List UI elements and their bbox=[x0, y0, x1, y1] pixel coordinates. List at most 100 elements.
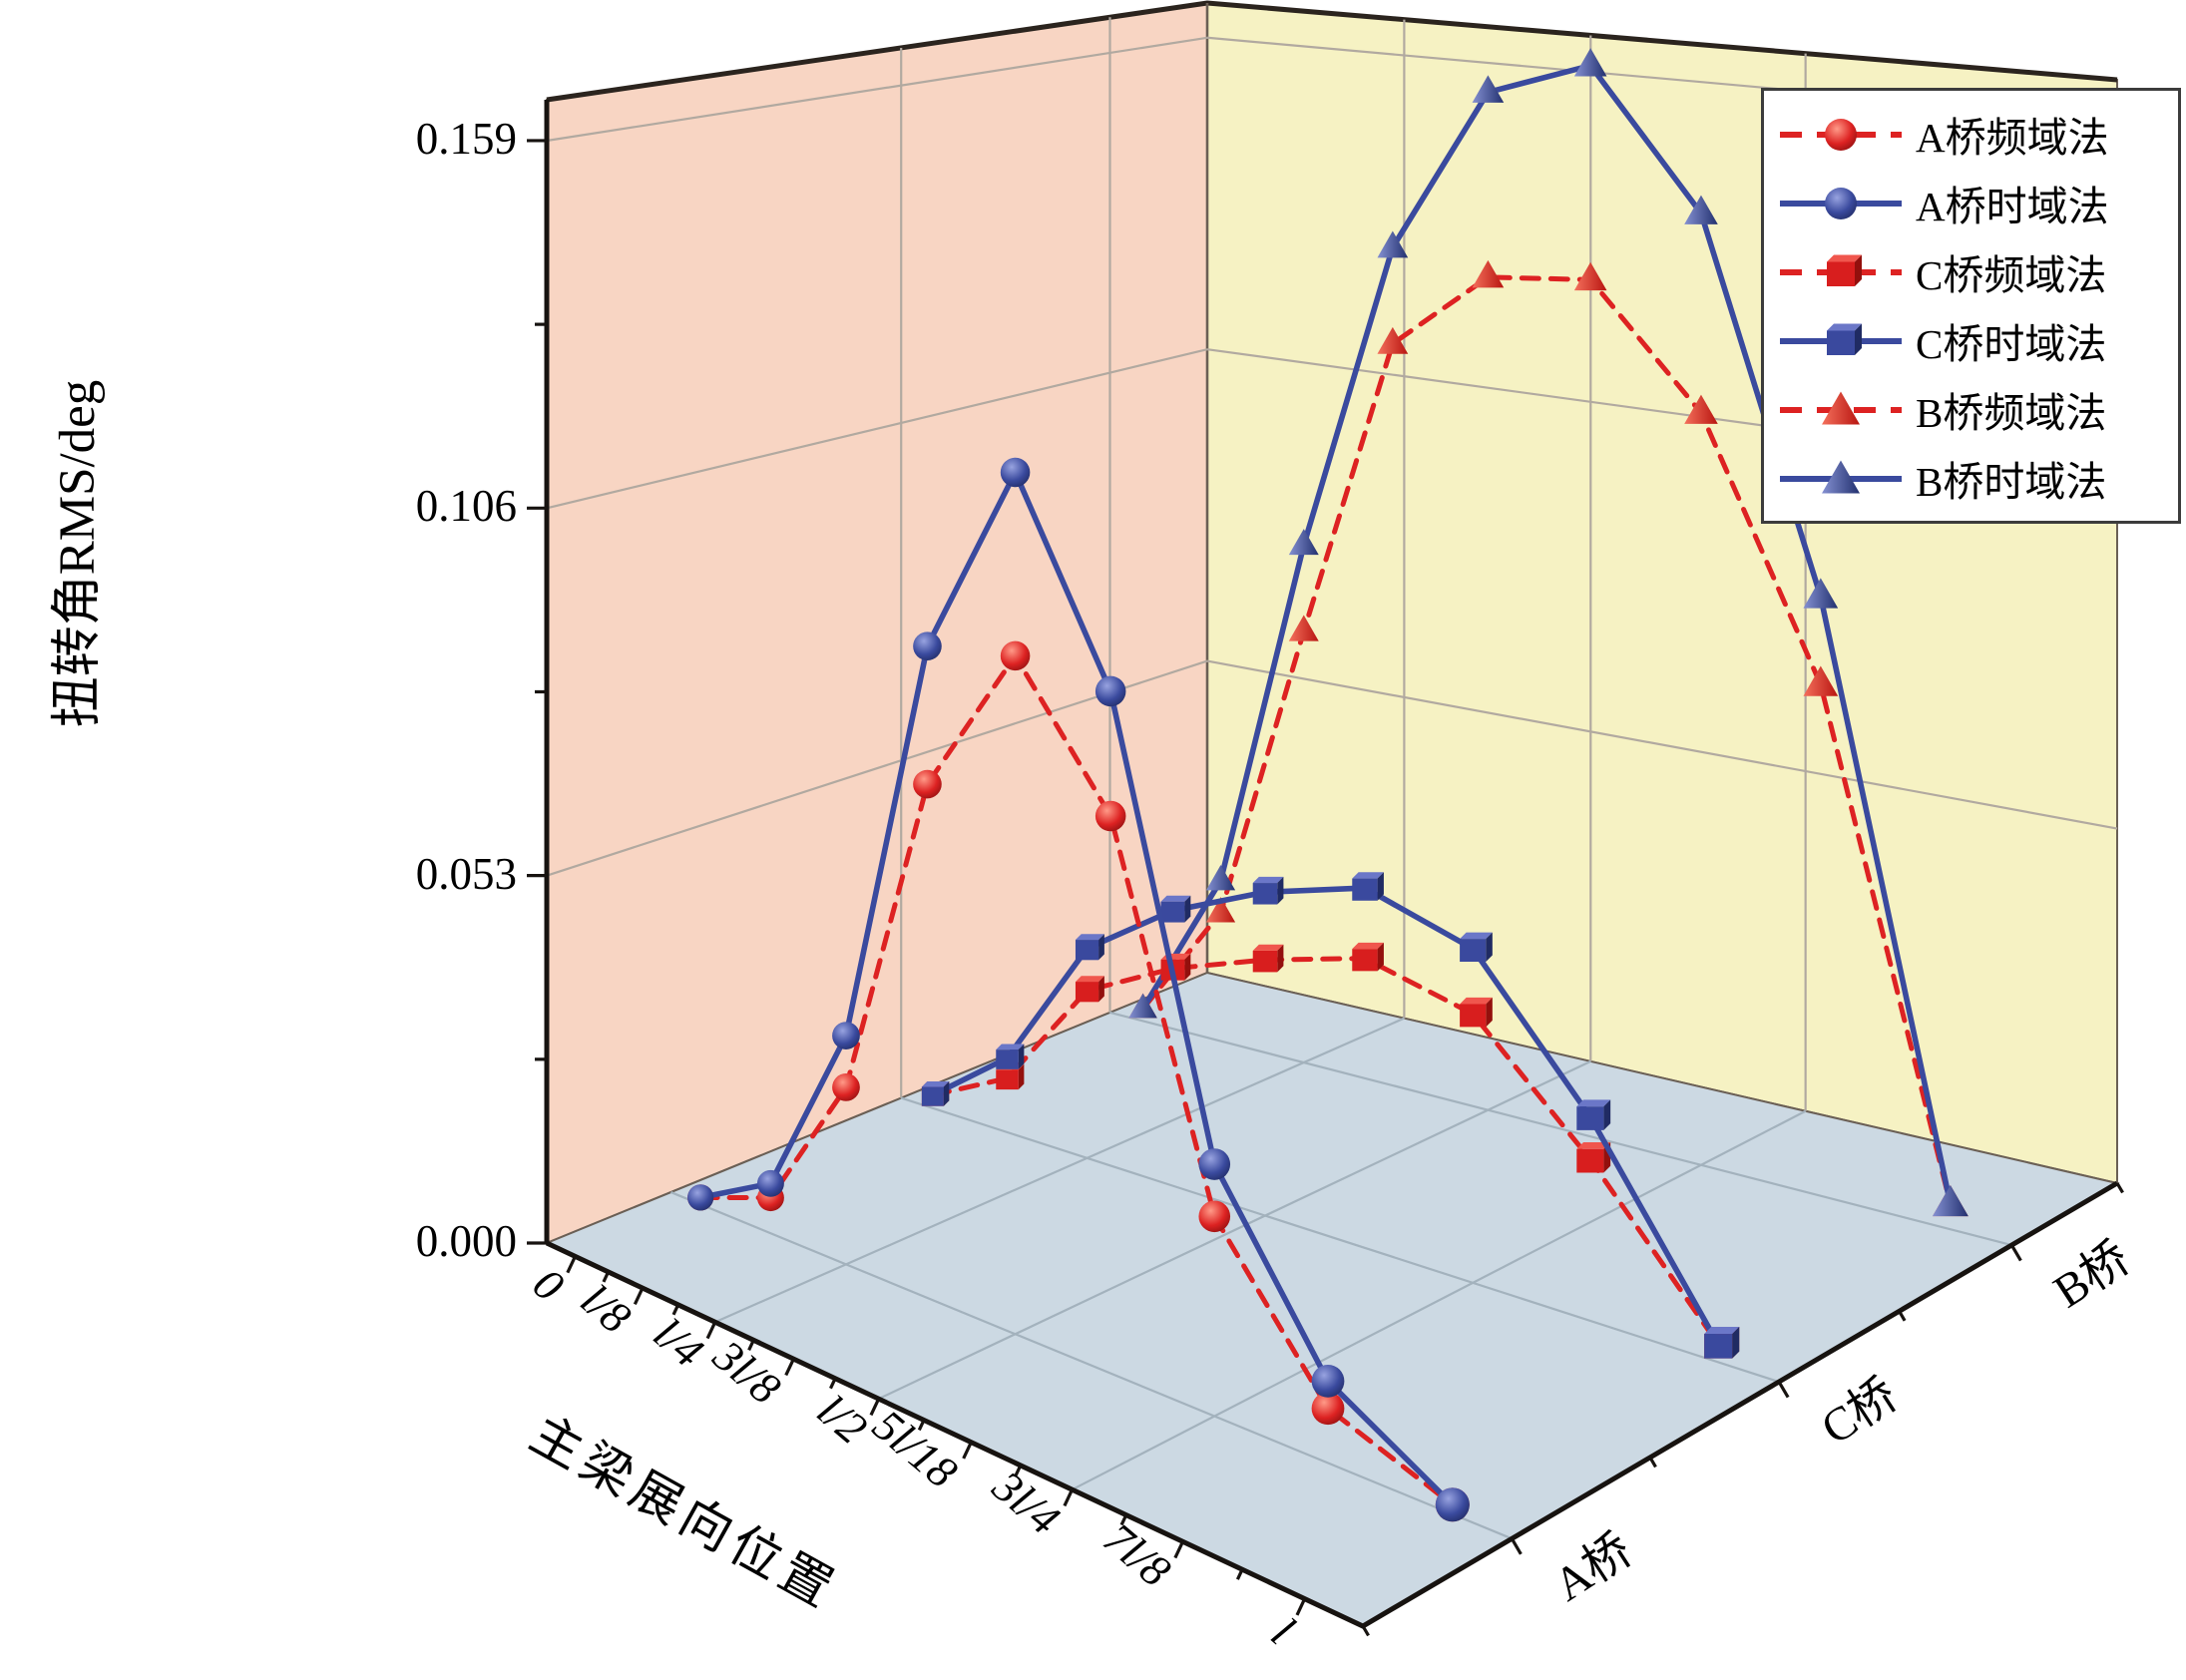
marker-cone-blue bbox=[1128, 993, 1157, 1019]
marker-cone-red bbox=[1472, 259, 1505, 288]
marker-cube-blue bbox=[1075, 940, 1099, 961]
marker-sphere-blue bbox=[1311, 1365, 1345, 1398]
marker-cube-blue bbox=[1576, 1106, 1604, 1130]
marker-cone-red bbox=[1205, 897, 1236, 923]
z-minor-tick bbox=[1898, 1310, 1907, 1322]
marker-sphere-blue bbox=[913, 631, 942, 661]
marker-sphere-red bbox=[832, 1073, 860, 1101]
marker-cube-side bbox=[1018, 1044, 1025, 1069]
legend-sample-sphere-red bbox=[1780, 118, 1902, 151]
marker-cube-top bbox=[1576, 1142, 1611, 1149]
marker-cube-side bbox=[1732, 1327, 1740, 1359]
marker-cube-side bbox=[1855, 323, 1862, 356]
marker-cube-side bbox=[1098, 976, 1104, 1003]
legend-sample-cube-blue bbox=[1780, 323, 1902, 356]
y-tick-label: 0.106 bbox=[415, 481, 517, 532]
marker-sphere-blue bbox=[1094, 675, 1126, 707]
marker-sphere-red bbox=[1094, 800, 1126, 832]
marker-sphere-red bbox=[1000, 640, 1031, 671]
marker-cube-top bbox=[921, 1081, 950, 1087]
x-minor-tick bbox=[1235, 1568, 1244, 1580]
x-minor-tick bbox=[1014, 1465, 1023, 1476]
legend-item-A桥频域法: A桥频域法 bbox=[1776, 102, 2174, 166]
grid-floor-x bbox=[1072, 1109, 1807, 1491]
marker-cone-blue bbox=[1288, 529, 1319, 556]
z-major-tick bbox=[1777, 1381, 1790, 1399]
marker-cube-side bbox=[1486, 997, 1493, 1028]
legend-sample-cone-red bbox=[1780, 391, 1902, 425]
marker-cube-red bbox=[1252, 950, 1278, 973]
marker-cone-blue bbox=[1472, 75, 1505, 103]
marker-cube-top bbox=[1576, 1099, 1611, 1107]
marker-cone-red bbox=[1573, 261, 1607, 291]
series-line-B桥-频域法 bbox=[1140, 274, 1954, 1207]
x-major-tick bbox=[1173, 1540, 1184, 1559]
marker-sphere-blue bbox=[1825, 187, 1857, 219]
marker-cube-red bbox=[1827, 261, 1855, 286]
marker-sphere-red bbox=[1825, 118, 1857, 151]
marker-sphere-blue bbox=[832, 1022, 860, 1050]
x-minor-tick bbox=[671, 1304, 680, 1316]
marker-cone-blue bbox=[1684, 195, 1718, 224]
marker-cube-side bbox=[1603, 1099, 1611, 1130]
marker-cube-side bbox=[1184, 953, 1191, 981]
marker-cone-red bbox=[1288, 615, 1319, 641]
marker-cube-top bbox=[1460, 997, 1493, 1005]
grid-ywall-left bbox=[546, 348, 1208, 510]
marker-cube-side bbox=[1486, 932, 1493, 963]
series-C桥-时域法 bbox=[921, 872, 1740, 1359]
x-minor-tick bbox=[747, 1339, 755, 1351]
legend-label: A桥频域法 bbox=[1916, 114, 2109, 161]
x-minor-tick bbox=[917, 1419, 926, 1432]
marker-cube-side bbox=[1377, 872, 1384, 901]
marker-cube-blue bbox=[1827, 330, 1855, 356]
grid-floor-x bbox=[714, 1017, 1405, 1324]
marker-sphere-blue bbox=[1435, 1487, 1470, 1522]
series-B桥-频域法 bbox=[1128, 259, 1968, 1217]
legend-sample-sphere-blue bbox=[1780, 187, 1902, 219]
marker-cube-top bbox=[1252, 944, 1284, 951]
x-major-tick bbox=[962, 1441, 973, 1460]
x-minor-tick bbox=[1119, 1513, 1128, 1526]
marker-cone-red bbox=[1684, 394, 1718, 424]
grid-floor-z bbox=[1109, 1011, 2012, 1247]
marker-cone-blue bbox=[1932, 1184, 1968, 1217]
marker-cube-blue bbox=[1252, 883, 1278, 905]
marker-sphere-red bbox=[913, 769, 942, 799]
y-tick-label: 0.000 bbox=[415, 1216, 517, 1266]
marker-cube-top bbox=[1704, 1327, 1740, 1335]
legend-label: A桥时域法 bbox=[1916, 183, 2109, 229]
grid-ywall-right bbox=[1206, 659, 2118, 830]
grid-floor-z bbox=[670, 1191, 1513, 1540]
marker-cone-blue bbox=[1377, 230, 1409, 258]
marker-cone-red bbox=[1377, 326, 1409, 354]
z-minor-tick bbox=[1361, 1625, 1370, 1637]
marker-sphere-red bbox=[1198, 1200, 1231, 1233]
x-minor-tick bbox=[829, 1378, 837, 1390]
marker-cube-blue bbox=[996, 1050, 1019, 1069]
y-axis-title: 扭转角RMS/deg bbox=[50, 379, 106, 728]
marker-cone-blue bbox=[1205, 865, 1236, 891]
z-major-tick bbox=[2009, 1244, 2022, 1262]
marker-cube-blue bbox=[921, 1086, 944, 1106]
marker-cube-side bbox=[1098, 934, 1104, 961]
marker-cube-top bbox=[1160, 895, 1191, 902]
x-major-tick bbox=[869, 1398, 881, 1417]
marker-cube-side bbox=[943, 1081, 950, 1106]
z-minor-tick bbox=[1648, 1457, 1657, 1469]
legend-item-C桥时域法: C桥时域法 bbox=[1776, 308, 2174, 372]
x-major-tick bbox=[705, 1321, 717, 1340]
legend-label: B桥时域法 bbox=[1916, 459, 2107, 506]
marker-cube-side bbox=[1277, 944, 1284, 973]
marker-cube-blue bbox=[1704, 1334, 1733, 1359]
grid-floor-z bbox=[900, 1096, 1780, 1384]
grid-floor-x bbox=[878, 1059, 1591, 1401]
marker-sphere-blue bbox=[1198, 1148, 1231, 1180]
marker-sphere-blue bbox=[687, 1184, 714, 1211]
legend-sample-cube-red bbox=[1780, 254, 1902, 286]
tick-marks bbox=[527, 139, 2124, 1637]
z-minor-tick bbox=[2115, 1182, 2124, 1194]
marker-cube-blue bbox=[1460, 939, 1487, 963]
